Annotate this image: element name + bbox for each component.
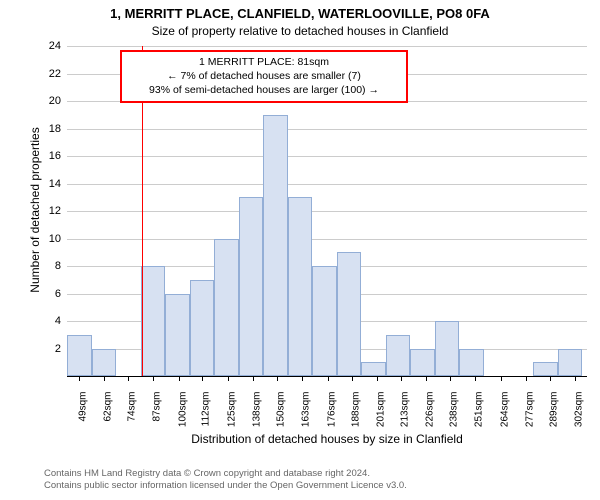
histogram-bar (558, 349, 583, 377)
y-tick-label: 4 (37, 315, 61, 327)
y-tick-label: 24 (37, 40, 61, 52)
x-tick-label: 74sqm (126, 392, 137, 440)
x-tick (128, 376, 129, 381)
x-tick-label: 49sqm (77, 392, 88, 440)
x-tick-label: 176sqm (326, 392, 337, 440)
x-tick (79, 376, 80, 381)
x-tick (228, 376, 229, 381)
x-tick (550, 376, 551, 381)
y-tick-label: 18 (37, 123, 61, 135)
chart-title-address: 1, MERRITT PLACE, CLANFIELD, WATERLOOVIL… (0, 6, 600, 21)
x-tick (575, 376, 576, 381)
y-tick-label: 12 (37, 205, 61, 217)
x-tick-label: 138sqm (252, 392, 263, 440)
histogram-bar (165, 294, 190, 377)
grid-line (67, 129, 587, 130)
annotation-line3: 93% of semi-detached houses are larger (… (128, 83, 400, 97)
x-tick (202, 376, 203, 381)
footer-line1: Contains HM Land Registry data © Crown c… (44, 468, 407, 480)
annotation-line1: 1 MERRITT PLACE: 81sqm (128, 55, 400, 69)
x-tick (179, 376, 180, 381)
x-tick-label: 100sqm (177, 392, 188, 440)
histogram-bar (190, 280, 215, 376)
histogram-bar (288, 197, 313, 376)
x-tick-label: 302sqm (574, 392, 585, 440)
x-tick (426, 376, 427, 381)
x-tick (526, 376, 527, 381)
y-tick-label: 22 (37, 68, 61, 80)
x-tick-label: 62sqm (103, 392, 114, 440)
y-tick-label: 14 (37, 178, 61, 190)
histogram-bar (92, 349, 117, 377)
histogram-bar (214, 239, 239, 377)
x-tick-label: 264sqm (499, 392, 510, 440)
footer-attribution: Contains HM Land Registry data © Crown c… (44, 468, 407, 493)
x-tick-label: 213sqm (399, 392, 410, 440)
histogram-bar (337, 252, 362, 376)
chart-subtitle: Size of property relative to detached ho… (0, 24, 600, 38)
x-tick (302, 376, 303, 381)
x-tick (352, 376, 353, 381)
x-tick (475, 376, 476, 381)
y-tick-label: 2 (37, 343, 61, 355)
x-tick (153, 376, 154, 381)
x-tick-label: 150sqm (275, 392, 286, 440)
histogram-bar (312, 266, 337, 376)
grid-line (67, 156, 587, 157)
x-tick-label: 238sqm (448, 392, 459, 440)
y-tick-label: 6 (37, 288, 61, 300)
annotation-box: 1 MERRITT PLACE: 81sqm ← 7% of detached … (120, 50, 408, 103)
grid-line (67, 211, 587, 212)
histogram-bar (435, 321, 460, 376)
x-tick (253, 376, 254, 381)
histogram-bar (67, 335, 92, 376)
histogram-bar (459, 349, 484, 377)
x-tick (104, 376, 105, 381)
footer-line2: Contains public sector information licen… (44, 480, 407, 492)
x-tick-label: 226sqm (425, 392, 436, 440)
x-tick-label: 277sqm (525, 392, 536, 440)
x-tick-label: 163sqm (301, 392, 312, 440)
x-tick (401, 376, 402, 381)
histogram-bar (141, 266, 166, 376)
grid-line (67, 239, 587, 240)
histogram-bar (533, 362, 558, 376)
grid-line (67, 46, 587, 47)
y-tick-label: 10 (37, 233, 61, 245)
annotation-line2: ← 7% of detached houses are smaller (7) (128, 69, 400, 83)
x-tick-label: 201sqm (376, 392, 387, 440)
x-tick (450, 376, 451, 381)
grid-line (67, 184, 587, 185)
x-tick (328, 376, 329, 381)
histogram-bar (239, 197, 264, 376)
histogram-bar (361, 362, 386, 376)
x-tick-label: 188sqm (350, 392, 361, 440)
x-tick (501, 376, 502, 381)
chart-container: 1, MERRITT PLACE, CLANFIELD, WATERLOOVIL… (0, 0, 600, 500)
y-tick-label: 16 (37, 150, 61, 162)
y-tick-label: 20 (37, 95, 61, 107)
x-tick-label: 289sqm (548, 392, 559, 440)
x-tick-label: 125sqm (226, 392, 237, 440)
y-tick-label: 8 (37, 260, 61, 272)
histogram-bar (386, 335, 411, 376)
histogram-bar (410, 349, 435, 377)
x-tick (377, 376, 378, 381)
x-tick (277, 376, 278, 381)
x-tick-label: 112sqm (201, 392, 212, 440)
x-tick-label: 87sqm (152, 392, 163, 440)
histogram-bar (263, 115, 288, 376)
x-tick-label: 251sqm (474, 392, 485, 440)
